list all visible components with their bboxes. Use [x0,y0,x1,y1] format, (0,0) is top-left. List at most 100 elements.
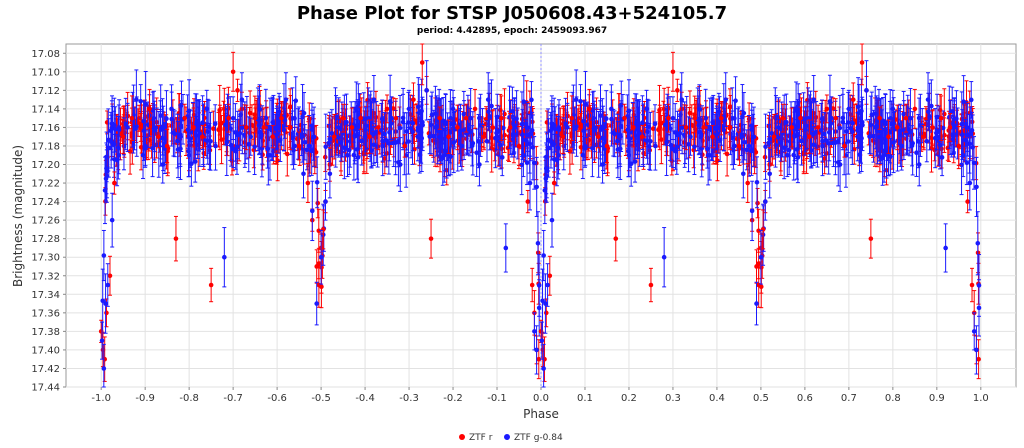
y-tick-label: 17.38 [31,327,60,338]
data-point [692,144,697,150]
data-point [536,305,542,311]
data-point [703,115,708,121]
data-point [959,121,965,127]
data-point [528,131,533,137]
y-tick-label: 17.26 [31,216,60,227]
data-point [882,120,888,125]
x-tick-label: 0.4 [709,393,725,404]
x-tick-label: 0.8 [885,393,901,404]
data-point [541,253,546,258]
data-point [556,127,562,133]
data-point [686,142,691,147]
data-point [940,125,946,131]
data-point [837,125,843,131]
data-point [143,102,148,107]
data-point [563,121,568,127]
data-point [314,179,320,185]
data-point [361,152,367,157]
data-point [497,142,503,148]
data-point [160,136,166,141]
data-point [762,154,768,160]
x-tick-label: -0.5 [311,393,331,404]
y-tick-label: 17.40 [31,345,60,356]
data-point [461,127,467,133]
data-point [766,140,771,146]
data-point [855,104,861,110]
data-point [967,131,973,137]
data-point [211,126,216,132]
data-point [675,132,680,138]
data-point [857,152,862,157]
data-point [916,115,922,121]
y-tick-label: 17.10 [31,67,60,78]
data-point [373,129,379,135]
data-point [123,121,129,127]
data-point [936,138,942,143]
data-point [644,138,649,143]
data-point [795,155,801,160]
data-point [410,120,416,126]
data-point [116,127,122,133]
x-tick-label: -0.1 [487,393,507,404]
data-point [420,119,425,125]
data-point [811,142,817,148]
y-tick-label: 17.44 [31,383,60,394]
data-point [416,104,421,110]
data-point [417,152,423,157]
data-point [807,128,813,133]
data-point [100,298,106,304]
x-tick-label: 0.5 [753,393,769,404]
data-point [901,127,907,133]
data-point [252,144,257,150]
data-point [150,146,155,151]
data-point [971,160,977,166]
data-point [448,154,454,159]
data-point [891,120,896,126]
y-axis-ticks: 17.08 17.10 17.12 17.14 17.16 17.18 17.20 17.22… [31,49,66,394]
data-point [114,157,120,163]
x-tick-label: 0.3 [665,393,681,404]
data-point [949,109,955,114]
data-point [755,200,760,206]
data-point [484,139,490,144]
chart-title: Phase Plot for STSP J050608.43+524105.7 [297,3,727,24]
data-point [383,126,388,132]
data-point [910,141,915,146]
data-point [540,298,545,304]
data-point [947,114,952,120]
x-tick-label: 0.6 [797,393,813,404]
y-tick-label: 17.34 [31,290,60,301]
x-tick-label: -0.8 [179,393,199,404]
data-point [384,151,390,156]
data-point [529,97,534,103]
data-point [520,132,525,137]
x-tick-label: -1.0 [91,393,111,404]
data-series [98,43,982,388]
data-point [630,130,636,135]
data-point [192,159,198,164]
y-tick-label: 17.30 [31,253,60,264]
data-point [963,121,969,127]
data-point [756,228,761,234]
data-point [778,140,783,145]
x-tick-label: -0.2 [443,393,463,404]
data-point [302,139,308,145]
data-point [915,138,921,144]
data-point [687,110,693,116]
y-tick-label: 17.24 [31,197,60,208]
y-tick-label: 17.08 [31,49,60,60]
data-point [383,138,389,143]
data-point [470,141,476,146]
data-point [204,138,210,143]
data-point [523,121,529,127]
data-point [975,240,981,246]
data-point [316,228,322,234]
data-point [801,152,807,157]
data-point [510,109,515,114]
data-point [175,138,180,144]
y-tick-label: 17.28 [31,234,60,245]
data-point [823,138,829,143]
data-point [355,155,361,160]
data-point [127,149,133,154]
data-point [632,159,638,164]
